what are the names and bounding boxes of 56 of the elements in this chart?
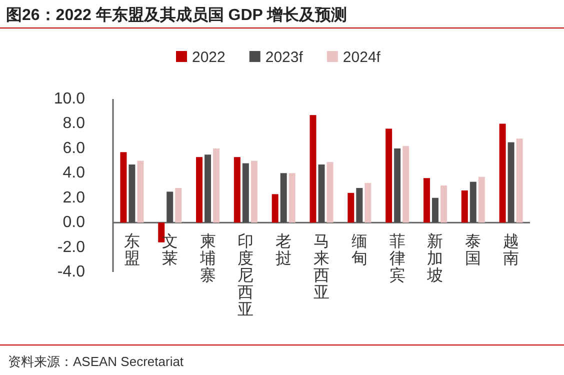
y-tick-label: 0.0	[62, 214, 86, 232]
x-tick-label: 东盟	[124, 232, 140, 268]
x-tick-label: 泰国	[465, 234, 482, 268]
bar	[470, 182, 476, 223]
bar	[175, 188, 182, 223]
bar	[128, 164, 136, 223]
bar	[280, 173, 287, 223]
bar	[364, 183, 372, 223]
bar	[440, 186, 447, 223]
bar	[166, 192, 174, 223]
text: 资料来源：ASEAN Secretariat	[8, 354, 184, 369]
legend-label: 2023f	[265, 49, 304, 66]
bar	[402, 146, 410, 223]
legend-label: 2024f	[342, 49, 382, 66]
bar	[356, 188, 363, 223]
bar	[394, 148, 401, 223]
bar	[137, 160, 144, 223]
bar	[234, 157, 240, 223]
x-tick-label: 马来西亚	[314, 234, 330, 302]
bar	[120, 152, 127, 223]
bar	[432, 198, 438, 223]
bar	[461, 190, 468, 223]
bar	[508, 142, 514, 223]
x-tick-label: 越南	[503, 232, 520, 268]
bar	[386, 128, 392, 223]
bar	[478, 176, 485, 223]
y-tick-label: 2.0	[62, 189, 86, 206]
bar	[348, 192, 354, 223]
bar	[516, 138, 523, 223]
bar	[318, 164, 325, 223]
x-tick-label: 印度尼西亚	[238, 232, 254, 319]
x-tick-label: 缅甸	[351, 234, 368, 268]
x-tick-label: 柬埔寨	[198, 232, 216, 285]
bar	[204, 154, 212, 223]
bar	[499, 124, 506, 223]
x-tick-label: 文莱	[162, 232, 178, 268]
bar	[250, 160, 258, 223]
bar	[310, 115, 316, 223]
bar	[423, 178, 430, 223]
bar	[196, 157, 203, 223]
chart-title: 图26：2022 年东盟及其成员国 GDP 增长及预测	[6, 6, 348, 24]
y-tick-label: 10.0	[54, 90, 86, 108]
y-tick-label: 4.0	[62, 164, 86, 182]
y-tick-label: -2.0	[57, 238, 86, 256]
y-tick-label: -4.0	[57, 264, 86, 280]
bar	[272, 194, 278, 223]
x-tick-label: 菲律宾	[389, 232, 406, 285]
legend-label: 2022	[192, 49, 226, 66]
x-tick-label: 新加坡	[426, 232, 444, 285]
y-tick-label: 8.0	[62, 115, 86, 132]
bar	[242, 163, 249, 223]
bar	[213, 148, 220, 223]
x-tick-label: 老挝	[276, 232, 292, 268]
y-tick-label: 6.0	[62, 140, 86, 157]
bar	[326, 162, 334, 223]
bar	[288, 173, 296, 223]
